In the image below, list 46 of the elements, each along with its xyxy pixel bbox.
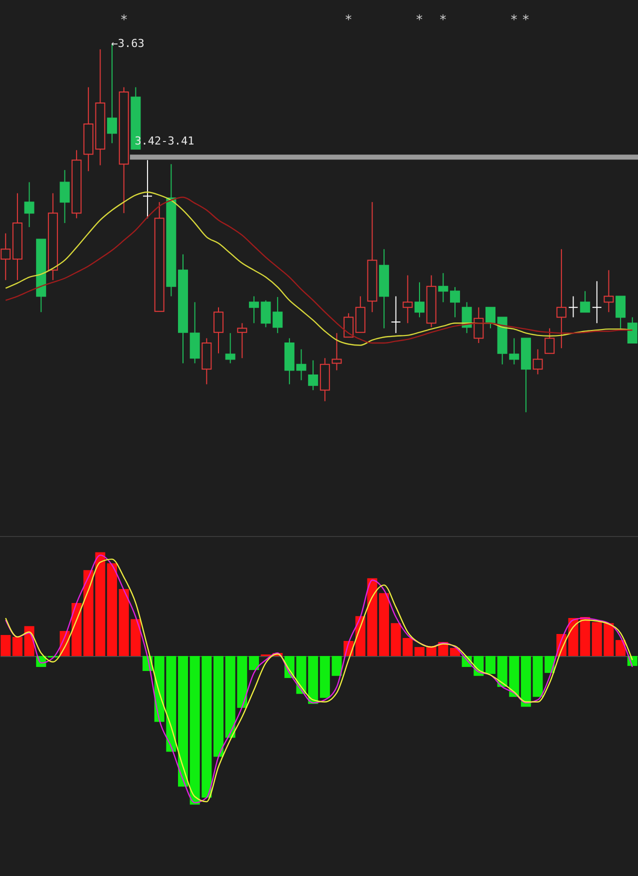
bar — [520, 656, 531, 707]
text: * — [522, 13, 530, 28]
bar — [72, 603, 82, 656]
candlestick — [225, 332, 236, 364]
candlestick — [592, 280, 602, 324]
candlestick — [616, 296, 626, 329]
candlestick — [556, 248, 566, 349]
candlestick — [344, 312, 354, 338]
bar — [213, 656, 224, 757]
bar — [248, 656, 259, 670]
candlestick — [402, 274, 413, 324]
candlestick — [580, 290, 590, 313]
bar — [12, 636, 22, 656]
bar — [485, 656, 496, 674]
bar — [178, 656, 188, 787]
candlestick — [450, 286, 460, 318]
candlestick — [308, 360, 318, 391]
annotation: ←3.63 — [111, 37, 144, 50]
bar — [107, 563, 118, 656]
text: * — [345, 13, 352, 28]
candlestick — [568, 296, 578, 318]
candlestick — [142, 160, 153, 219]
text: * — [416, 13, 424, 28]
candlestick — [485, 306, 496, 329]
bar — [414, 647, 425, 656]
candlestick — [248, 296, 259, 324]
candlestick — [237, 322, 248, 359]
candlestick — [438, 272, 448, 303]
candlestick — [296, 348, 306, 381]
candlestick — [604, 270, 614, 313]
candlestick — [474, 306, 484, 344]
candlestick — [544, 328, 555, 354]
candlestick — [390, 296, 401, 334]
text: * — [120, 13, 128, 28]
candlestick — [213, 306, 224, 354]
candlestick — [24, 182, 34, 228]
bar — [616, 640, 626, 656]
candlestick — [60, 170, 70, 224]
bar — [379, 593, 390, 656]
bar — [0, 635, 11, 656]
candlestick — [627, 316, 638, 344]
text: * — [440, 13, 447, 28]
candlestick — [332, 332, 342, 371]
candlestick — [414, 282, 425, 318]
text: * — [510, 13, 518, 28]
candlestick — [532, 348, 543, 375]
